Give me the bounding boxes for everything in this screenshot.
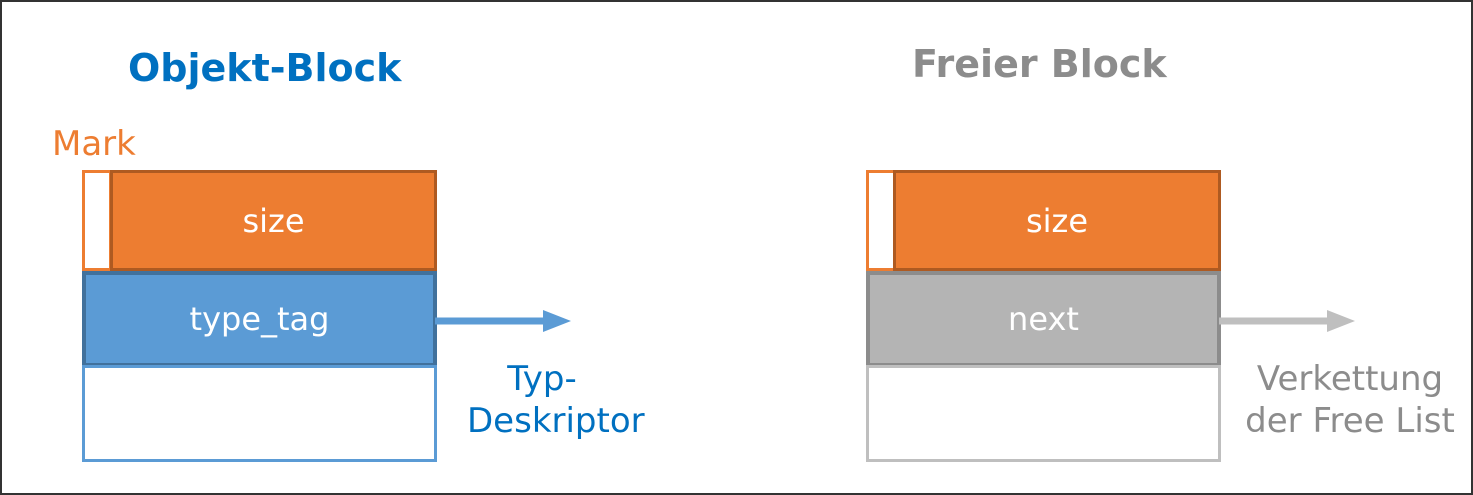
free-list-line2: der Free List bbox=[1245, 401, 1455, 441]
object-block-title: Objekt-Block bbox=[128, 46, 402, 90]
object-type-tag-label: type_tag bbox=[189, 300, 330, 338]
type-descriptor-label: Typ- Deskriptor bbox=[467, 358, 645, 442]
object-mark-bit bbox=[82, 170, 112, 271]
free-list-label: Verkettung der Free List bbox=[1230, 358, 1470, 442]
mark-label: Mark bbox=[52, 124, 136, 164]
object-type-tag-field: type_tag bbox=[82, 271, 437, 367]
free-size-field: size bbox=[893, 170, 1221, 271]
free-next-label: next bbox=[1008, 300, 1079, 338]
object-size-label: size bbox=[242, 201, 305, 240]
free-list-arrow bbox=[1219, 310, 1355, 332]
object-data-field bbox=[82, 365, 437, 462]
type-descriptor-line2: Deskriptor bbox=[467, 401, 645, 441]
free-next-field: next bbox=[866, 271, 1221, 367]
free-size-label: size bbox=[1025, 201, 1089, 240]
free-mark-bit bbox=[866, 170, 896, 271]
type-descriptor-arrow bbox=[435, 310, 571, 332]
free-list-line1: Verkettung bbox=[1256, 359, 1444, 399]
object-size-field: size bbox=[110, 170, 437, 271]
free-data-field bbox=[866, 365, 1221, 462]
type-descriptor-line1: Typ- bbox=[507, 359, 577, 399]
free-block-title: Freier Block bbox=[912, 42, 1167, 86]
